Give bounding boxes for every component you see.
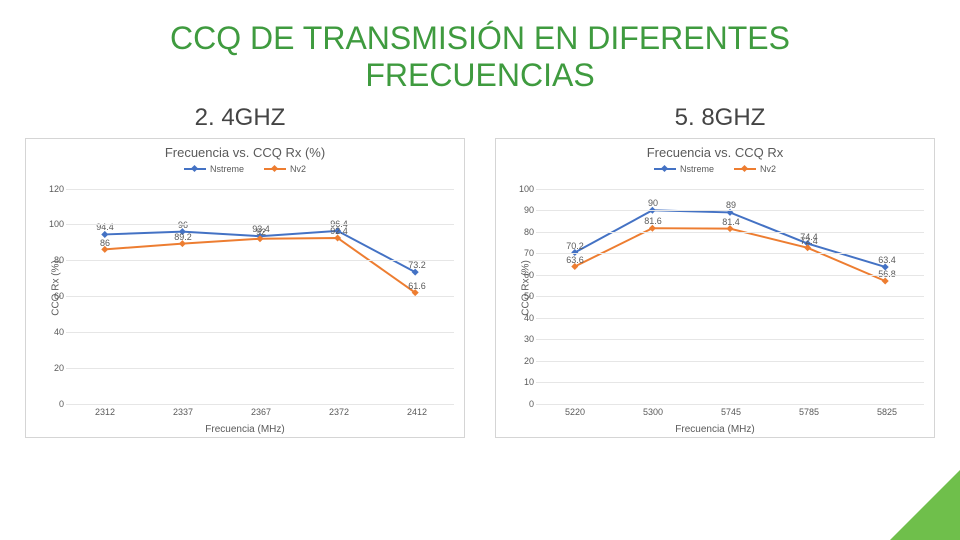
ytick-label: 50 (516, 291, 534, 301)
data-label: 70.2 (566, 241, 584, 251)
band-label-left: 2. 4GHZ (195, 104, 286, 132)
data-label: 63.4 (878, 255, 896, 265)
ytick-label: 30 (516, 334, 534, 344)
corner-triangle-icon (890, 470, 960, 540)
gridline (536, 253, 924, 254)
title-line2: FRECUENCIAS (365, 57, 594, 93)
xtick-label: 2372 (329, 407, 349, 417)
chart-right-legend: Nstreme Nv2 (496, 160, 934, 176)
chart-left-legend: Nstreme Nv2 (26, 160, 464, 176)
ytick-label: 20 (46, 363, 64, 373)
chart-right-title: Frecuencia vs. CCQ Rx (496, 139, 934, 160)
gridline (66, 260, 454, 261)
ytick-label: 10 (516, 377, 534, 387)
ytick-label: 40 (46, 327, 64, 337)
xtick-label: 2312 (95, 407, 115, 417)
gridline (536, 339, 924, 340)
title-line1: CCQ DE TRANSMISIÓN EN DIFERENTES (170, 20, 790, 56)
chart-left-plot-area: 94.49693.496.473.28689.29292.461.6 (66, 189, 454, 402)
ytick-label: 90 (516, 205, 534, 215)
data-label: 89 (726, 200, 736, 210)
ytick-label: 0 (46, 399, 64, 409)
series-line-nv2 (105, 238, 415, 293)
chart-right-ylabel: CCQ Rx (%) (520, 260, 531, 316)
ytick-label: 60 (46, 291, 64, 301)
band-label-right: 5. 8GHZ (675, 104, 766, 132)
legend-item-nv2: Nv2 (734, 164, 776, 174)
data-label: 72.4 (800, 236, 818, 246)
data-label: 81.4 (722, 217, 740, 227)
gridline (536, 361, 924, 362)
legend-label-nv2: Nv2 (290, 164, 306, 174)
gridline (536, 382, 924, 383)
gridline (536, 275, 924, 276)
plot-svg (66, 189, 454, 402)
gridline (536, 296, 924, 297)
chart-right-xlabel: Frecuencia (MHz) (675, 424, 754, 435)
gridline (536, 232, 924, 233)
xtick-label: 5785 (799, 407, 819, 417)
data-label: 92 (256, 227, 266, 237)
gridline (536, 404, 924, 405)
series-line-nv2 (575, 228, 885, 281)
xtick-label: 2367 (251, 407, 271, 417)
ytick-label: 80 (516, 227, 534, 237)
charts-row: Frecuencia vs. CCQ Rx (%) Nstreme Nv2 CC… (0, 138, 960, 438)
gridline (536, 189, 924, 190)
chart-left: Frecuencia vs. CCQ Rx (%) Nstreme Nv2 CC… (25, 138, 465, 438)
gridline (66, 189, 454, 190)
ytick-label: 70 (516, 248, 534, 258)
xtick-label: 5825 (877, 407, 897, 417)
legend-line-nstreme-icon (184, 168, 206, 170)
ytick-label: 60 (516, 270, 534, 280)
ytick-label: 120 (46, 184, 64, 194)
gridline (66, 368, 454, 369)
legend-label-nstreme: Nstreme (210, 164, 244, 174)
slide-title: CCQ DE TRANSMISIÓN EN DIFERENTES FRECUEN… (0, 0, 960, 94)
data-label: 63.6 (566, 255, 584, 265)
legend-item-nstreme: Nstreme (184, 164, 244, 174)
gridline (536, 210, 924, 211)
legend-item-nstreme: Nstreme (654, 164, 714, 174)
data-label: 86 (100, 238, 110, 248)
chart-right: Frecuencia vs. CCQ Rx Nstreme Nv2 CCQ Rx… (495, 138, 935, 438)
ytick-label: 100 (46, 219, 64, 229)
gridline (66, 224, 454, 225)
gridline (66, 332, 454, 333)
ytick-label: 40 (516, 313, 534, 323)
data-label: 81.6 (644, 216, 662, 226)
legend-line-nstreme-icon (654, 168, 676, 170)
legend-label-nstreme: Nstreme (680, 164, 714, 174)
band-labels-row: 2. 4GHZ 5. 8GHZ (0, 104, 960, 132)
gridline (66, 404, 454, 405)
data-label: 89.2 (174, 232, 192, 242)
ytick-label: 80 (46, 255, 64, 265)
gridline (66, 296, 454, 297)
xtick-label: 5745 (721, 407, 741, 417)
xtick-label: 2412 (407, 407, 427, 417)
legend-line-nv2-icon (264, 168, 286, 170)
ytick-label: 20 (516, 356, 534, 366)
gridline (536, 318, 924, 319)
legend-line-nv2-icon (734, 168, 756, 170)
data-label: 92.4 (330, 226, 348, 236)
data-label: 73.2 (408, 260, 426, 270)
ytick-label: 0 (516, 399, 534, 409)
xtick-label: 5220 (565, 407, 585, 417)
xtick-label: 5300 (643, 407, 663, 417)
ytick-label: 100 (516, 184, 534, 194)
data-label: 90 (648, 198, 658, 208)
legend-label-nv2: Nv2 (760, 164, 776, 174)
chart-right-plot-area: 70.2908974.463.463.681.681.472.456.8 (536, 189, 924, 402)
chart-left-xlabel: Frecuencia (MHz) (205, 424, 284, 435)
data-label: 61.6 (408, 281, 426, 291)
chart-left-ylabel: CCQ Rx (%) (50, 260, 61, 316)
legend-item-nv2: Nv2 (264, 164, 306, 174)
xtick-label: 2337 (173, 407, 193, 417)
chart-left-title: Frecuencia vs. CCQ Rx (%) (26, 139, 464, 160)
